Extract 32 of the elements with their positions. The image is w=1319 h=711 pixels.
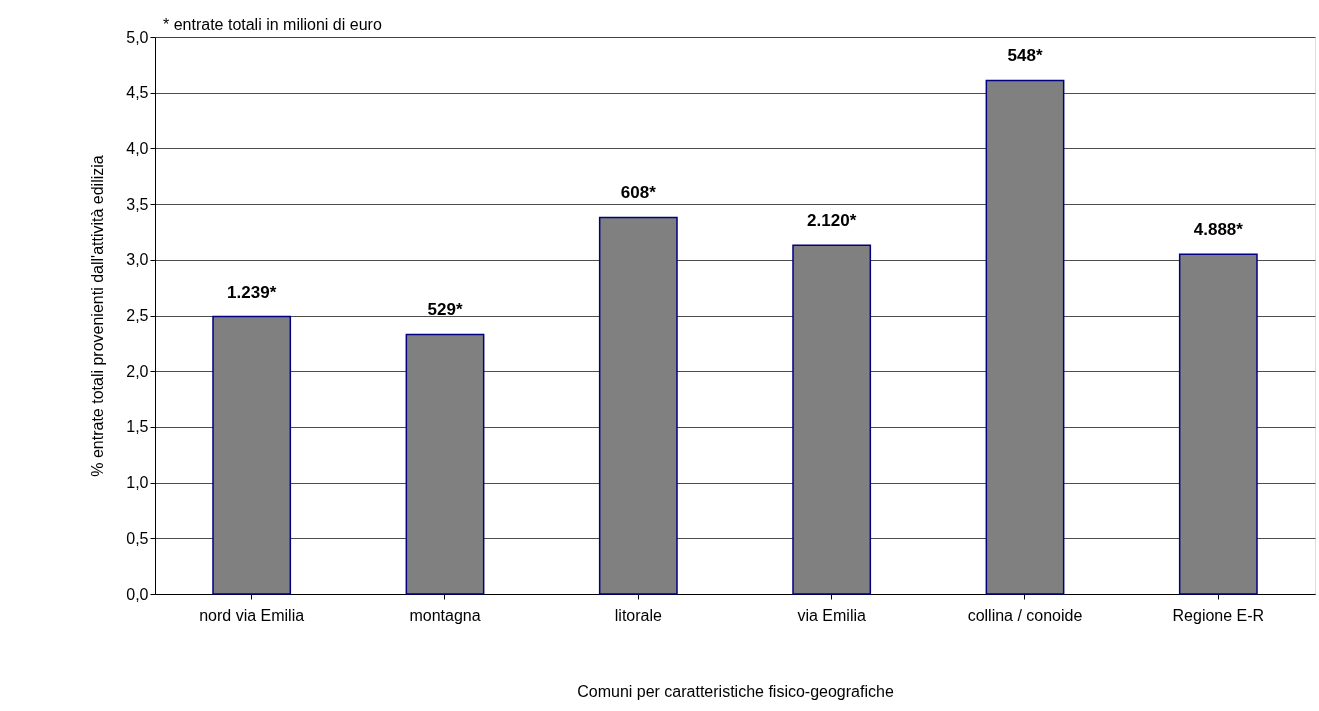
x-axis-title: Comuni per caratteristiche fisico-geografiche <box>577 682 894 700</box>
x-tick-label: collina / conoide <box>967 606 1083 624</box>
x-tick-label: via Emilia <box>797 606 866 624</box>
y-tick-label: 1,0 <box>126 474 149 492</box>
x-tick-label: montagna <box>409 606 481 624</box>
bar <box>1178 253 1258 595</box>
bar <box>985 79 1065 595</box>
y-tick-label: 3,0 <box>126 251 149 269</box>
y-tick-label: 0,0 <box>126 585 149 603</box>
y-tick-label: 4,0 <box>126 139 149 157</box>
y-tick-label: 2,0 <box>126 362 149 380</box>
x-tick-label: litorale <box>614 606 662 624</box>
annotation: 1.239* <box>227 282 277 302</box>
x-tick-label: Regione E-R <box>1172 606 1265 624</box>
annotation: 548* <box>1007 46 1043 66</box>
bar <box>598 216 678 595</box>
bar <box>405 333 485 595</box>
y-tick-label: 2,5 <box>126 307 149 324</box>
y-tick-label: 4,5 <box>126 84 149 102</box>
y-tick-label: 0,5 <box>126 529 149 547</box>
annotation: 529* <box>427 300 463 320</box>
x-tick-label: nord via Emilia <box>199 606 305 624</box>
annotation: 608* <box>620 183 657 203</box>
annotation: 2.120* <box>807 211 857 231</box>
y-axis-title: % entrate totali provenienti dall'attività edilizia <box>89 155 107 477</box>
y-tick-label: 3,5 <box>126 195 149 213</box>
bar <box>792 244 872 595</box>
bar <box>212 315 292 595</box>
y-tick-label: 1,5 <box>126 418 149 436</box>
text: * entrate totali in milioni di euro <box>163 16 382 33</box>
annotation: 4.888* <box>1193 220 1244 240</box>
y-tick-label: 5,0 <box>126 28 149 46</box>
